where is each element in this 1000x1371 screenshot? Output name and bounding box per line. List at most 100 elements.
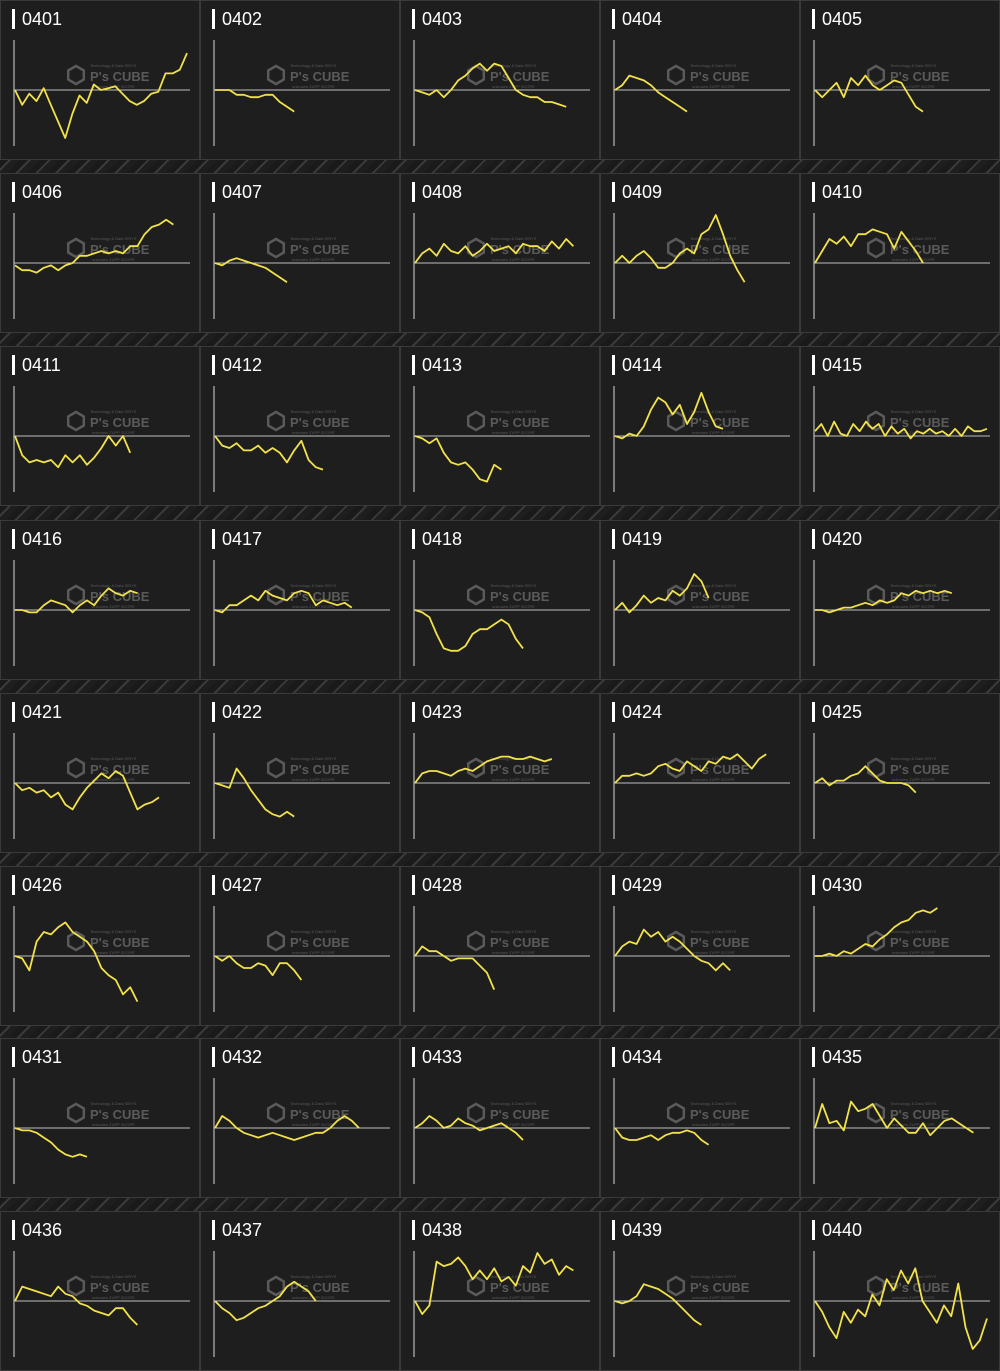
watermark-brand: P's CUBE (90, 1107, 150, 1122)
chart-panel-0404[interactable]: P's CUBE Technology & Data SEIYS unknown Z… (600, 0, 800, 160)
watermark-top-text: Technology & Data SEIYS (90, 756, 137, 761)
series-line (414, 238, 575, 264)
series-line (815, 589, 953, 614)
chart-panel-0438[interactable]: P's CUBE Technology & Data SEIYS unknown Z… (400, 1211, 600, 1371)
chart-panel-0410[interactable]: P's CUBE Technology & Data SEIYS unknown Z… (800, 173, 1000, 333)
chart-panel-0407[interactable]: P's CUBE Technology & Data SEIYS unknown Z… (200, 173, 400, 333)
watermark-bottom-text: unknown ZUPP SCOPE (92, 430, 135, 435)
chart-panel-0411[interactable]: P's CUBE Technology & Data SEIYS unknown Z… (0, 346, 200, 506)
chart-panel-0419[interactable]: P's CUBE Technology & Data SEIYS unknown Z… (600, 520, 800, 680)
chart-panel-0437[interactable]: P's CUBE Technology & Data SEIYS unknown Z… (200, 1211, 400, 1371)
chart-panel-0413[interactable]: P's CUBE Technology & Data SEIYS unknown Z… (400, 346, 600, 506)
watermark-top-text: Technology & Data SEIYS (90, 929, 137, 934)
panel-id-label: 0430 (812, 875, 862, 895)
chart-panel-0439[interactable]: P's CUBE Technology & Data SEIYS unknown Z… (600, 1211, 800, 1371)
chart-panel-0416[interactable]: P's CUBE Technology & Data SEIYS unknown Z… (0, 520, 200, 680)
chart-panel-0418[interactable]: P's CUBE Technology & Data SEIYS unknown Z… (400, 520, 600, 680)
chart-panel-0433[interactable]: P's CUBE Technology & Data SEIYS unknown Z… (400, 1038, 600, 1198)
watermark-brand: P's CUBE (890, 1107, 950, 1122)
chart-panel-0434[interactable]: P's CUBE Technology & Data SEIYS unknown Z… (600, 1038, 800, 1198)
chart-panel-0406[interactable]: P's CUBE Technology & Data SEIYS unknown Z… (0, 173, 200, 333)
watermark-top-text: Technology & Data SEIYS (90, 1274, 137, 1279)
watermark-top-text: Technology & Data SEIYS (890, 1101, 937, 1106)
watermark-bottom-text: unknown ZUPP SCOPE (92, 604, 135, 609)
watermark-bottom-text: unknown ZUPP SCOPE (892, 257, 935, 262)
watermark-brand: P's CUBE (290, 762, 350, 777)
series-line (14, 1285, 139, 1326)
chart-panel-0425[interactable]: P's CUBE Technology & Data SEIYS unknown Z… (800, 693, 1000, 853)
watermark-brand: P's CUBE (690, 589, 750, 604)
watermark-brand: P's CUBE (890, 415, 950, 430)
chart-panel-0421[interactable]: P's CUBE Technology & Data SEIYS unknown Z… (0, 693, 200, 853)
chart-panel-0412[interactable]: P's CUBE Technology & Data SEIYS unknown Z… (200, 346, 400, 506)
chart-panel-0414[interactable]: P's CUBE Technology & Data SEIYS unknown Z… (600, 346, 800, 506)
chart-panel-0423[interactable]: P's CUBE Technology & Data SEIYS unknown Z… (400, 693, 600, 853)
panel-id-label: 0428 (412, 875, 462, 895)
chart-panel-0428[interactable]: P's CUBE Technology & Data SEIYS unknown Z… (400, 866, 600, 1026)
watermark-top-text: Technology & Data SEIYS (290, 1274, 337, 1279)
chart-panel-0409[interactable]: P's CUBE Technology & Data SEIYS unknown Z… (600, 173, 800, 333)
watermark-brand: P's CUBE (490, 415, 550, 430)
chart-panel-0426[interactable]: P's CUBE Technology & Data SEIYS unknown Z… (0, 866, 200, 1026)
chart-panel-0440[interactable]: P's CUBE Technology & Data SEIYS unknown Z… (800, 1211, 1000, 1371)
chart-panel-0436[interactable]: P's CUBE Technology & Data SEIYS unknown Z… (0, 1211, 200, 1371)
watermark-brand: P's CUBE (490, 1107, 550, 1122)
watermark-brand: P's CUBE (690, 415, 750, 430)
watermark-bottom-text: unknown ZUPP SCOPE (292, 1122, 335, 1127)
chart-panel-0420[interactable]: P's CUBE Technology & Data SEIYS unknown Z… (800, 520, 1000, 680)
chart-panel-0417[interactable]: P's CUBE Technology & Data SEIYS unknown Z… (200, 520, 400, 680)
divider-band (0, 1026, 1000, 1038)
panel-id-label: 0414 (612, 355, 662, 375)
panel-id-label: 0412 (212, 355, 262, 375)
watermark-top-text: Technology & Data SEIYS (290, 63, 337, 68)
watermark-brand: P's CUBE (90, 415, 150, 430)
panel-id-label: 0413 (412, 355, 462, 375)
chart-panel-0435[interactable]: P's CUBE Technology & Data SEIYS unknown Z… (800, 1038, 1000, 1198)
chart-panel-0403[interactable]: P's CUBE Technology & Data SEIYS unknown Z… (400, 0, 600, 160)
watermark-top-text: Technology & Data SEIYS (90, 409, 137, 414)
chart-panel-0402[interactable]: P's CUBE Technology & Data SEIYS unknown Z… (200, 0, 400, 160)
chart-panel-0429[interactable]: P's CUBE Technology & Data SEIYS unknown Z… (600, 866, 800, 1026)
chart-panel-0405[interactable]: P's CUBE Technology & Data SEIYS unknown Z… (800, 0, 1000, 160)
watermark-top-text: Technology & Data SEIYS (290, 583, 337, 588)
panel-id-label: 0416 (12, 529, 62, 549)
watermark-brand: P's CUBE (490, 762, 550, 777)
series-line (614, 753, 767, 784)
chart-panel-0427[interactable]: P's CUBE Technology & Data SEIYS unknown Z… (200, 866, 400, 1026)
chart-panel-0424[interactable]: P's CUBE Technology & Data SEIYS unknown Z… (600, 693, 800, 853)
series-line (214, 955, 303, 981)
chart-panel-0430[interactable]: P's CUBE Technology & Data SEIYS unknown Z… (800, 866, 1000, 1026)
chart-panel-0422[interactable]: P's CUBE Technology & Data SEIYS unknown Z… (200, 693, 400, 853)
chart-panel-0401[interactable]: P's CUBE Technology & Data SEIYS unknown Z… (0, 0, 200, 160)
series-line (814, 765, 917, 794)
chart-panel-0432[interactable]: P's CUBE Technology & Data SEIYS unknown Z… (200, 1038, 400, 1198)
chart-panel-0431[interactable]: P's CUBE Technology & Data SEIYS unknown Z… (0, 1038, 200, 1198)
watermark-bottom-text: unknown ZUPP SCOPE (692, 1295, 735, 1300)
chart-panel-0415[interactable]: P's CUBE Technology & Data SEIYS unknown Z… (800, 346, 1000, 506)
chart-panel-0408[interactable]: P's CUBE Technology & Data SEIYS unknown Z… (400, 173, 600, 333)
panel-id-label: 0432 (212, 1047, 262, 1067)
series-line (614, 928, 731, 972)
